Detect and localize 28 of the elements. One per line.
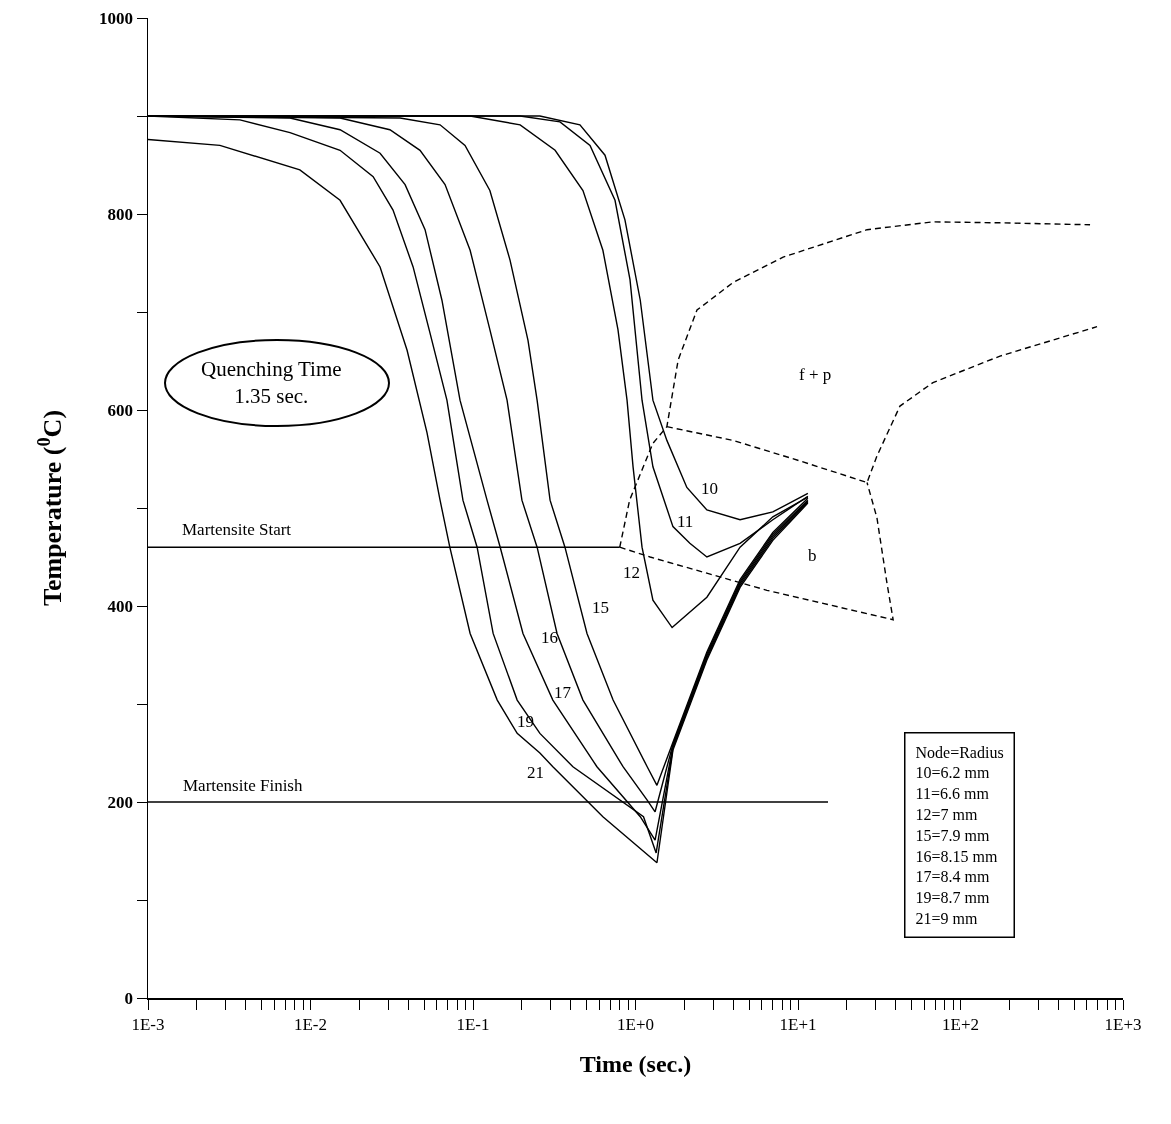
y-tick-label: 800 [107, 204, 134, 224]
annotation: 12 [623, 563, 640, 582]
x-tick-label: 1E-3 [131, 1014, 165, 1034]
x-tick-label: 1E+3 [1104, 1014, 1142, 1034]
text: Node=Radius 10=6.2 mm 11=6.6 mm 12=7 mm 15=7.9 mm 16=8.15 mm 17=8.4 mm 19=8.7 mm 21=9 mm [915, 743, 1004, 927]
x-tick-label: 1E-1 [456, 1014, 490, 1034]
y-tick-label: 200 [107, 792, 134, 812]
annotation: 15 [592, 598, 609, 617]
x-axis-title: Time (sec.) [579, 1050, 692, 1077]
y-tick-label: 1000 [99, 8, 134, 28]
annotation: Martensite Finish [183, 776, 303, 795]
x-tick-label: 1E+1 [779, 1014, 817, 1034]
y-tick-label: 600 [107, 400, 134, 420]
y-tick-label: 0 [124, 988, 134, 1008]
x-tick-label: 1E-2 [293, 1014, 328, 1034]
annotation: Martensite Start [182, 520, 292, 539]
annotation: f + p [799, 365, 832, 384]
annotation: 17 [554, 683, 572, 702]
annotation: 11 [677, 512, 694, 531]
annotation: b [808, 546, 817, 565]
y-tick-label: 400 [107, 596, 134, 616]
x-tick-label: 1E+0 [617, 1014, 654, 1034]
annotation: 16 [541, 628, 558, 647]
annotation: 10 [701, 479, 718, 498]
annotation: Quenching Time 1.35 sec. [201, 357, 342, 409]
annotation: 19 [517, 712, 534, 731]
annotation: 21 [527, 763, 544, 782]
x-tick-label: 1E+2 [942, 1014, 979, 1034]
